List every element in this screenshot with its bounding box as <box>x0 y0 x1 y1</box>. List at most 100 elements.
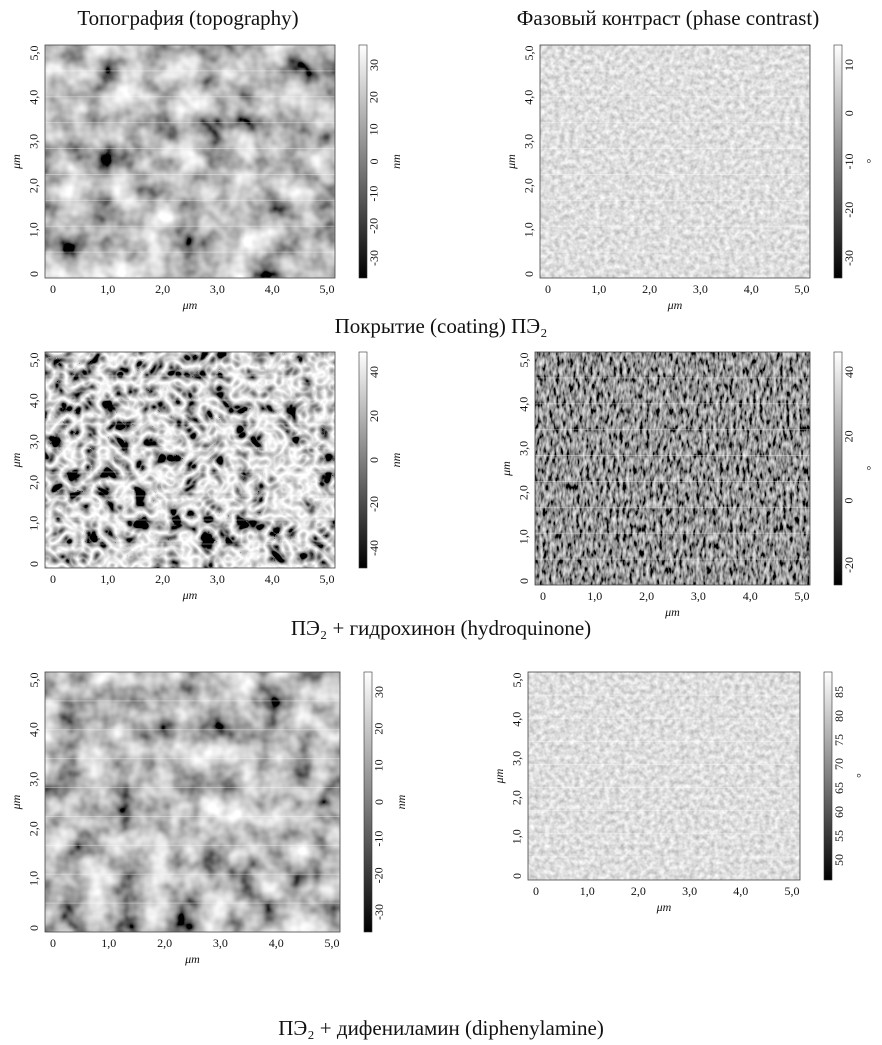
y-tick-label: 5,0 <box>517 353 531 368</box>
x-tick-label: 5,0 <box>785 884 800 898</box>
caption: Покрытие (coating) ПЭ₂ <box>335 314 548 338</box>
x-tick-label: 1,0 <box>591 282 606 296</box>
colorbar-tick-label: 10 <box>842 59 856 71</box>
column-header: Топография (topography) <box>77 6 298 30</box>
x-tick-label: 5,0 <box>320 282 335 296</box>
y-axis-label: μm <box>504 154 518 170</box>
x-tick-label: 1,0 <box>100 572 115 586</box>
x-tick-label: 0 <box>50 282 56 296</box>
x-tick-label: 5,0 <box>325 936 340 950</box>
y-axis-label: μm <box>9 452 23 468</box>
colorbar-tick-label: 0 <box>372 799 386 805</box>
y-tick-label: 1,0 <box>522 222 536 237</box>
x-axis-label: μm <box>664 605 680 619</box>
x-tick-label: 0 <box>545 282 551 296</box>
x-tick-label: 1,0 <box>101 936 116 950</box>
afm-image <box>528 672 800 880</box>
colorbar-tick-label: 50 <box>832 854 846 866</box>
y-tick-label: 2,0 <box>522 178 536 193</box>
afm-image <box>45 45 335 278</box>
colorbar-tick-label: 0 <box>842 498 856 504</box>
colorbar-tick-label: 55 <box>832 830 846 842</box>
colorbar-tick-label: 65 <box>832 782 846 794</box>
x-tick-label: 3,0 <box>693 282 708 296</box>
caption: ПЭ₂ + дифениламин (diphenylamine) <box>278 1016 604 1040</box>
colorbar-tick-label: 10 <box>372 759 386 771</box>
x-tick-label: 0 <box>533 884 539 898</box>
x-tick-label: 4,0 <box>733 884 748 898</box>
x-tick-label: 2,0 <box>155 282 170 296</box>
colorbar-tick-label: 0 <box>842 110 856 116</box>
x-tick-label: 4,0 <box>265 282 280 296</box>
colorbar-tick-label: -20 <box>372 867 386 883</box>
x-axis-label: μm <box>656 900 672 914</box>
colorbar-tick-label: 30 <box>372 686 386 698</box>
colorbar-tick-label: 70 <box>832 758 846 770</box>
y-tick-label: 2,0 <box>517 485 531 500</box>
x-tick-label: 1,0 <box>100 282 115 296</box>
image-frame <box>44 351 336 569</box>
column-header: Фазовый контраст (phase contrast) <box>517 6 820 30</box>
y-tick-label: 2,0 <box>510 790 524 805</box>
colorbar <box>363 671 373 933</box>
y-tick-label: 0 <box>27 271 41 277</box>
colorbar-tick-label: -30 <box>367 250 381 266</box>
y-tick-label: 1,0 <box>27 222 41 237</box>
y-tick-label: 4,0 <box>510 712 524 727</box>
colorbar-unit: ° <box>864 466 878 471</box>
x-tick-label: 2,0 <box>642 282 657 296</box>
y-tick-label: 4,0 <box>517 397 531 412</box>
colorbar-tick-label: 20 <box>367 410 381 422</box>
y-tick-label: 3,0 <box>517 441 531 456</box>
colorbar <box>358 44 368 279</box>
x-tick-label: 2,0 <box>157 936 172 950</box>
colorbar-tick-label: -20 <box>842 557 856 573</box>
image-frame <box>44 671 341 933</box>
y-tick-label: 1,0 <box>510 829 524 844</box>
colorbar-tick-label: -20 <box>842 202 856 218</box>
colorbar-tick-label: -30 <box>842 250 856 266</box>
x-tick-label: 1,0 <box>580 884 595 898</box>
y-tick-label: 3,0 <box>510 751 524 766</box>
x-tick-label: 5,0 <box>320 572 335 586</box>
colorbar-tick-label: 20 <box>372 723 386 735</box>
colorbar-tick-label: -30 <box>372 904 386 920</box>
y-axis-label: μm <box>499 461 513 477</box>
image-frame <box>44 44 336 279</box>
x-tick-label: 5,0 <box>795 282 810 296</box>
colorbar-tick-label: -40 <box>367 540 381 556</box>
y-axis-label: μm <box>9 154 23 170</box>
colorbar-tick-label: -10 <box>367 186 381 202</box>
colorbar-unit: ° <box>854 773 868 778</box>
afm-image <box>535 352 810 585</box>
colorbar <box>358 351 368 569</box>
x-tick-label: 0 <box>540 589 546 603</box>
y-tick-label: 1,0 <box>27 516 41 531</box>
x-axis-label: μm <box>182 588 198 602</box>
x-tick-label: 4,0 <box>743 589 758 603</box>
y-tick-label: 5,0 <box>27 46 41 61</box>
x-axis-label: μm <box>184 952 200 966</box>
x-tick-label: 2,0 <box>631 884 646 898</box>
y-tick-label: 0 <box>510 873 524 879</box>
colorbar-tick-label: 60 <box>832 806 846 818</box>
y-tick-label: 4,0 <box>27 393 41 408</box>
colorbar <box>823 671 833 881</box>
y-tick-label: 3,0 <box>27 434 41 449</box>
y-tick-label: 0 <box>27 561 41 567</box>
x-tick-label: 4,0 <box>744 282 759 296</box>
y-tick-label: 3,0 <box>27 134 41 149</box>
y-tick-label: 5,0 <box>27 353 41 368</box>
colorbar-tick-label: 0 <box>367 159 381 165</box>
afm-image <box>540 45 810 278</box>
y-tick-label: 3,0 <box>27 772 41 787</box>
y-tick-label: 4,0 <box>27 90 41 105</box>
y-tick-label: 2,0 <box>27 475 41 490</box>
colorbar-tick-label: 85 <box>832 686 846 698</box>
afm-image <box>45 672 340 932</box>
y-tick-label: 2,0 <box>27 178 41 193</box>
colorbar-unit: nm <box>394 794 408 809</box>
y-tick-label: 4,0 <box>27 722 41 737</box>
x-tick-label: 2,0 <box>155 572 170 586</box>
